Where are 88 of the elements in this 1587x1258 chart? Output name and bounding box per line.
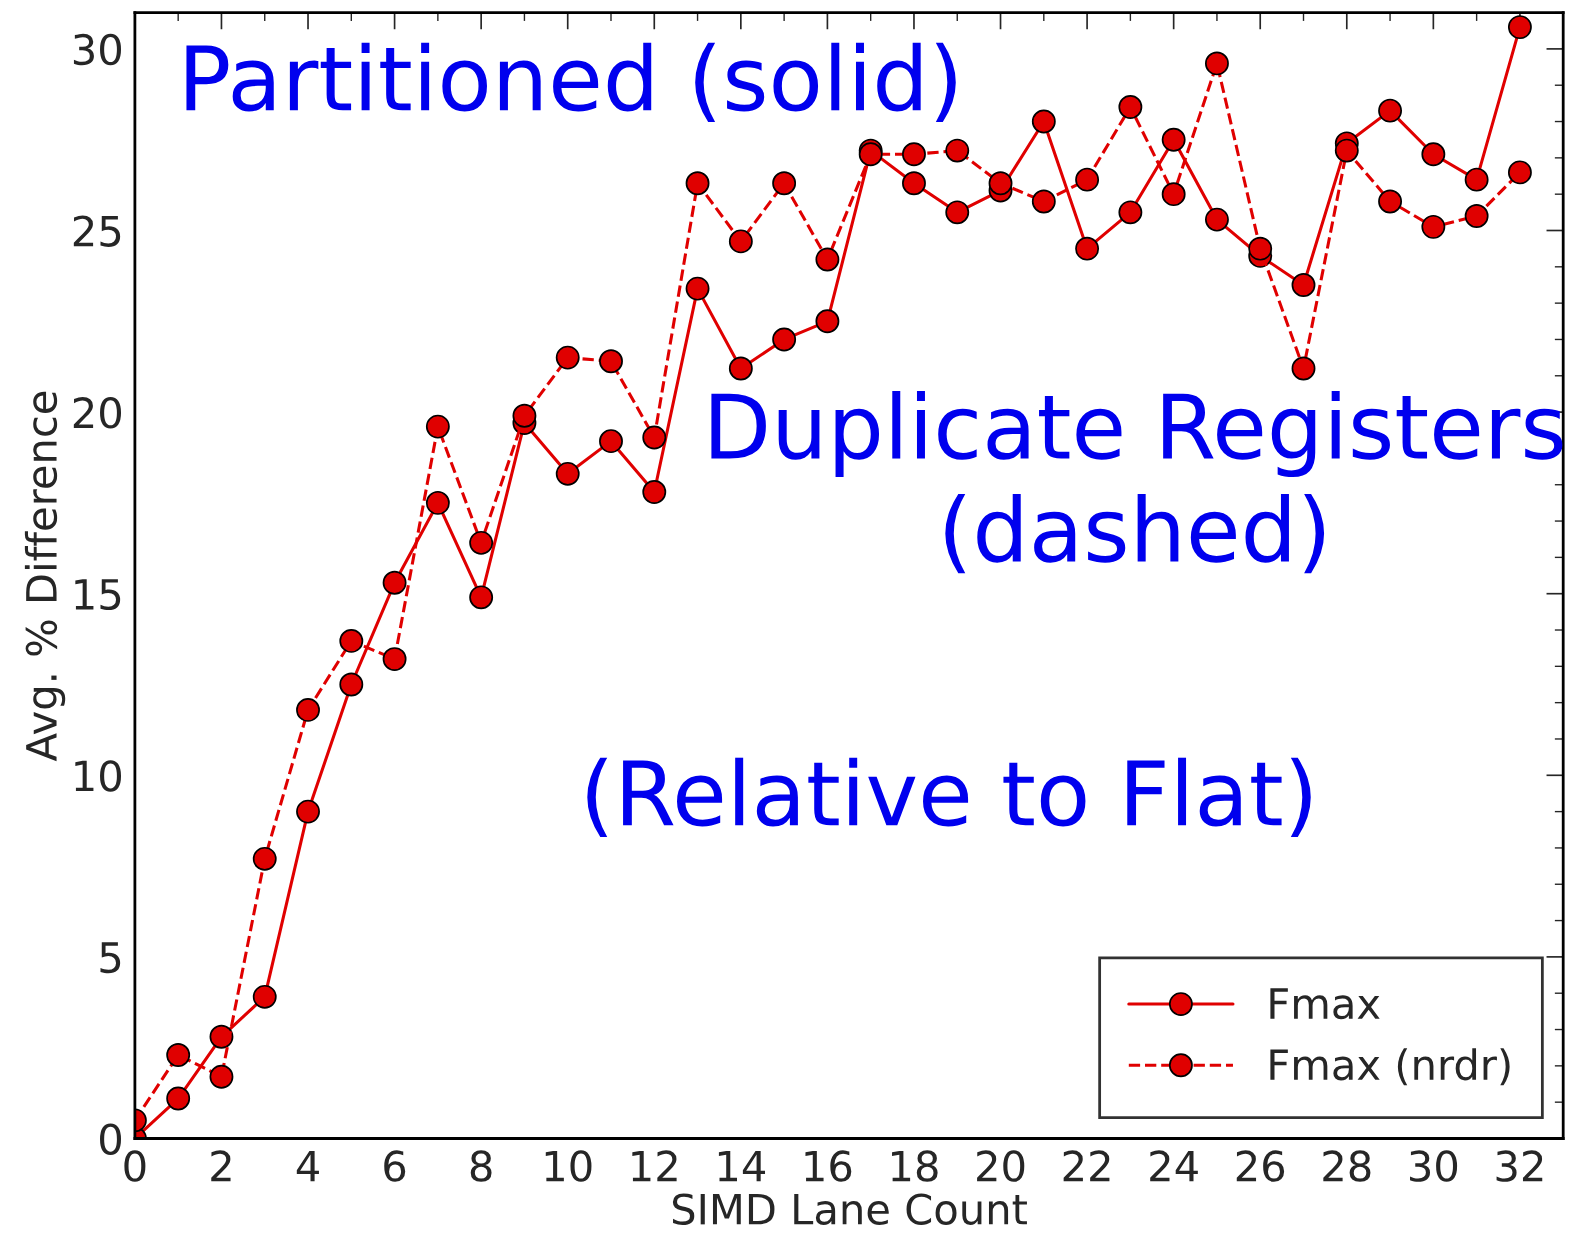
point: [1507, 15, 1532, 40]
point: [1161, 127, 1186, 152]
point: [1464, 204, 1489, 228]
x-tick-label: 26: [1236, 1150, 1285, 1182]
y-tick-label: 5: [100, 942, 121, 974]
point: [599, 349, 623, 374]
point: [599, 429, 623, 454]
x-tick-label: 18: [892, 1150, 938, 1182]
point: [815, 309, 840, 334]
point: [166, 1086, 191, 1111]
point: [642, 425, 667, 450]
y-tick-label: 10: [75, 760, 122, 792]
x-tick-label: 16: [805, 1150, 852, 1182]
point: [945, 200, 970, 225]
point: [339, 672, 364, 697]
x-tick-label: 22: [1063, 1150, 1110, 1182]
point: [1075, 167, 1100, 192]
point: [1248, 236, 1273, 261]
point: [685, 276, 710, 301]
point: [772, 171, 797, 196]
y-tick-label: 20: [73, 397, 122, 429]
point: [252, 984, 277, 1009]
point: [1161, 182, 1186, 207]
point: [728, 229, 753, 254]
point: [469, 585, 494, 610]
x-tick-label: 0: [124, 1150, 146, 1182]
x-tick-label: 30: [1410, 1150, 1458, 1182]
point: [296, 799, 320, 824]
legend-label: Fmax (nrdr): [1270, 1048, 1510, 1086]
x-tick-label: 20: [977, 1150, 1025, 1182]
point: [1421, 214, 1446, 239]
point: [469, 530, 494, 555]
point: [1421, 142, 1446, 167]
x-tick-label: 8: [470, 1150, 492, 1182]
point: [1378, 98, 1403, 123]
point: [209, 1024, 234, 1049]
point: [1204, 207, 1229, 232]
x-tick-label: 14: [718, 1150, 766, 1182]
y-tick-label: 30: [73, 33, 122, 66]
point: [425, 490, 450, 515]
point: [1378, 189, 1403, 214]
y-tick-label: 0: [100, 1123, 122, 1155]
point: [1075, 236, 1100, 261]
x-tick-label: 32: [1496, 1150, 1543, 1182]
point: [1204, 51, 1229, 76]
point: [252, 846, 277, 871]
point: [1507, 160, 1532, 185]
point: [902, 171, 926, 196]
point: [296, 697, 320, 722]
x-tick-label: 10: [545, 1150, 592, 1182]
point: [425, 414, 450, 439]
point: [728, 356, 753, 381]
point: [772, 327, 797, 352]
y-axis-title: Avg. % Difference: [24, 391, 66, 762]
point: [1334, 138, 1359, 163]
point: [685, 171, 710, 196]
y-tick-label: 25: [73, 215, 121, 247]
point: [1291, 356, 1316, 381]
point: [1464, 167, 1489, 192]
x-tick-label: 6: [384, 1150, 406, 1182]
legend-label: Fmax: [1270, 988, 1380, 1020]
x-tick-label: 12: [632, 1150, 677, 1182]
point: [382, 647, 407, 672]
x-axis-title: SIMD Lane Count: [672, 1193, 1027, 1225]
point: [1031, 189, 1056, 214]
point: [512, 403, 537, 428]
point: [902, 142, 926, 167]
point: [1118, 200, 1143, 225]
point: [815, 247, 840, 272]
point: [555, 461, 580, 486]
point: [1291, 273, 1316, 297]
annotation: (Relative to Flat): [587, 757, 1311, 837]
y-tick-label: 15: [75, 579, 121, 611]
point: [209, 1064, 234, 1089]
x-tick-label: 28: [1323, 1150, 1371, 1182]
x-tick-label: 24: [1150, 1150, 1198, 1182]
point: [1118, 95, 1143, 119]
x-tick-label: 4: [296, 1150, 319, 1182]
point: [166, 1043, 191, 1067]
point: [339, 628, 364, 653]
point: [555, 345, 580, 370]
point: [382, 570, 407, 595]
point: [1031, 109, 1056, 134]
x-tick-label: 2: [211, 1150, 231, 1182]
point: [642, 480, 667, 504]
point: [945, 138, 970, 163]
point: [988, 171, 1013, 196]
annotation: Partitioned (solid): [186, 42, 956, 123]
